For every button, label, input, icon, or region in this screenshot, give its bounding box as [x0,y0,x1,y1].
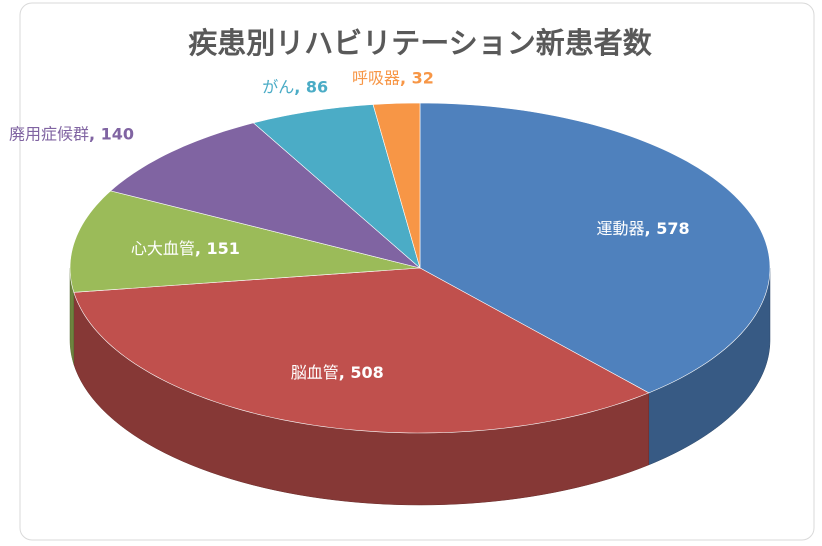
pie-tops [69,102,771,434]
label-category: がん [262,77,294,96]
label-value: 32 [412,68,434,87]
label-separator: , [645,218,657,237]
data-label: 廃用症候群, 140 [9,124,134,143]
label-category: 呼吸器 [352,68,400,87]
data-label: 呼吸器, 32 [352,68,434,87]
label-value: 151 [207,239,240,258]
label-value: 140 [101,124,134,143]
pie-slice [252,104,421,269]
label-category: 廃用症候群 [9,124,89,143]
pie-slice [69,190,421,293]
pie-slice [73,267,650,434]
pie-slice [372,102,421,269]
label-separator: , [89,124,101,143]
pie-slice [109,122,421,269]
chart-title: 疾患別リハビリテーション新患者数 [188,26,652,60]
data-label: 脳血管, 508 [291,363,384,382]
pie-slice [419,102,771,394]
label-category: 脳血管 [291,363,339,382]
data-label: 心大血管, 151 [131,239,240,258]
label-separator: , [195,239,207,258]
data-label: 運動器, 578 [597,218,690,237]
label-separator: , [339,363,351,382]
data-labels: 運動器, 578 脳血管, 508 心大血管, 151 廃用症候群, 140 がん, 8… [9,68,690,382]
label-separator: , [294,77,306,96]
label-separator: , [400,68,412,87]
label-value: 578 [656,218,689,237]
data-label: がん, 86 [262,77,328,96]
label-category: 心大血管 [131,239,195,258]
label-category: 運動器 [597,218,645,237]
label-value: 86 [306,77,328,96]
label-value: 508 [350,363,383,382]
